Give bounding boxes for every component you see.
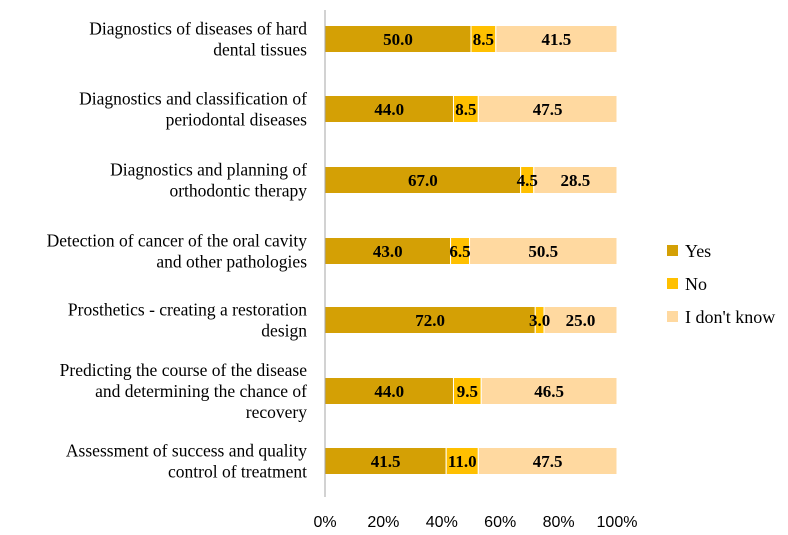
x-tick-label: 40%: [426, 514, 458, 531]
bar-yes-1: [324, 25, 472, 53]
x-tick-label: 100%: [597, 514, 638, 531]
category-label: Detection of cancer of the oral cavity: [47, 231, 308, 251]
value-label: 72.0: [415, 311, 445, 330]
value-label: 50.0: [383, 30, 413, 49]
value-label: 41.5: [542, 30, 572, 49]
x-tick-label: 80%: [543, 514, 575, 531]
bar-i-don-t-know-2: [477, 95, 618, 123]
legend-swatch: [667, 245, 678, 256]
legend: Yes No I don't know: [667, 241, 775, 327]
category-label: Diagnostics and planning of: [110, 160, 307, 180]
category-label: Diagnostics and classification of: [79, 89, 307, 109]
value-label: 6.5: [449, 242, 470, 261]
legend-label: No: [685, 274, 707, 294]
legend-swatch: [667, 311, 678, 322]
value-label: 44.0: [374, 100, 404, 119]
bar-i-don-t-know-1: [495, 25, 618, 53]
category-label: periodontal diseases: [166, 110, 308, 130]
x-axis-ticks: 0% 20% 40% 60% 80% 100%: [313, 514, 637, 531]
value-label: 28.5: [561, 171, 591, 190]
value-label: 3.0: [529, 311, 550, 330]
x-tick-label: 20%: [367, 514, 399, 531]
value-label: 44.0: [374, 382, 404, 401]
bar-no-2: [452, 95, 479, 123]
category-label: Assessment of success and quality: [66, 441, 307, 461]
value-label: 47.5: [533, 452, 563, 471]
value-label: 9.5: [457, 382, 478, 401]
x-tick-label: 60%: [484, 514, 516, 531]
bar-no-7: [445, 447, 479, 475]
category-label: Diagnostics of diseases of hard: [89, 19, 307, 39]
bars-layer: [324, 25, 618, 475]
category-label: orthodontic therapy: [169, 181, 307, 201]
legend-label: I don't know: [685, 307, 775, 327]
category-label: dental tissues: [213, 40, 307, 60]
category-label: recovery: [246, 402, 307, 422]
value-label: 41.5: [371, 452, 401, 471]
bar-i-don-t-know-7: [477, 447, 618, 475]
value-label: 11.0: [448, 452, 477, 471]
bar-i-don-t-know-4: [469, 237, 618, 265]
value-label: 8.5: [473, 30, 494, 49]
bar-yes-7: [324, 447, 447, 475]
value-label: 46.5: [534, 382, 564, 401]
value-label: 25.0: [566, 311, 596, 330]
value-labels-layer: 50.0 8.5 41.5 44.0 8.5 47.5 67.0 4.5 28.5 43.0 6.5…: [371, 30, 596, 471]
value-label: 43.0: [373, 242, 403, 261]
legend-label: Yes: [685, 241, 711, 261]
value-label: 47.5: [533, 100, 563, 119]
category-label: design: [261, 321, 307, 341]
category-label: and determining the chance of: [95, 381, 307, 401]
bar-no-6: [452, 377, 482, 405]
bar-i-don-t-know-5: [543, 306, 618, 334]
value-label: 4.5: [517, 171, 538, 190]
bar-i-don-t-know-3: [533, 166, 618, 194]
value-label: 8.5: [455, 100, 476, 119]
category-label: Prosthetics - creating a restoration: [68, 300, 307, 320]
bar-i-don-t-know-6: [480, 377, 618, 405]
value-label: 67.0: [408, 171, 438, 190]
legend-swatch: [667, 278, 678, 289]
bar-no-1: [470, 25, 497, 53]
x-tick-label: 0%: [313, 514, 336, 531]
category-label: and other pathologies: [156, 252, 307, 272]
category-label: Predicting the course of the disease: [60, 360, 308, 380]
bar-yes-5: [324, 306, 536, 334]
value-label: 50.5: [528, 242, 558, 261]
bar-yes-3: [324, 166, 522, 194]
category-label: control of treatment: [168, 462, 307, 482]
